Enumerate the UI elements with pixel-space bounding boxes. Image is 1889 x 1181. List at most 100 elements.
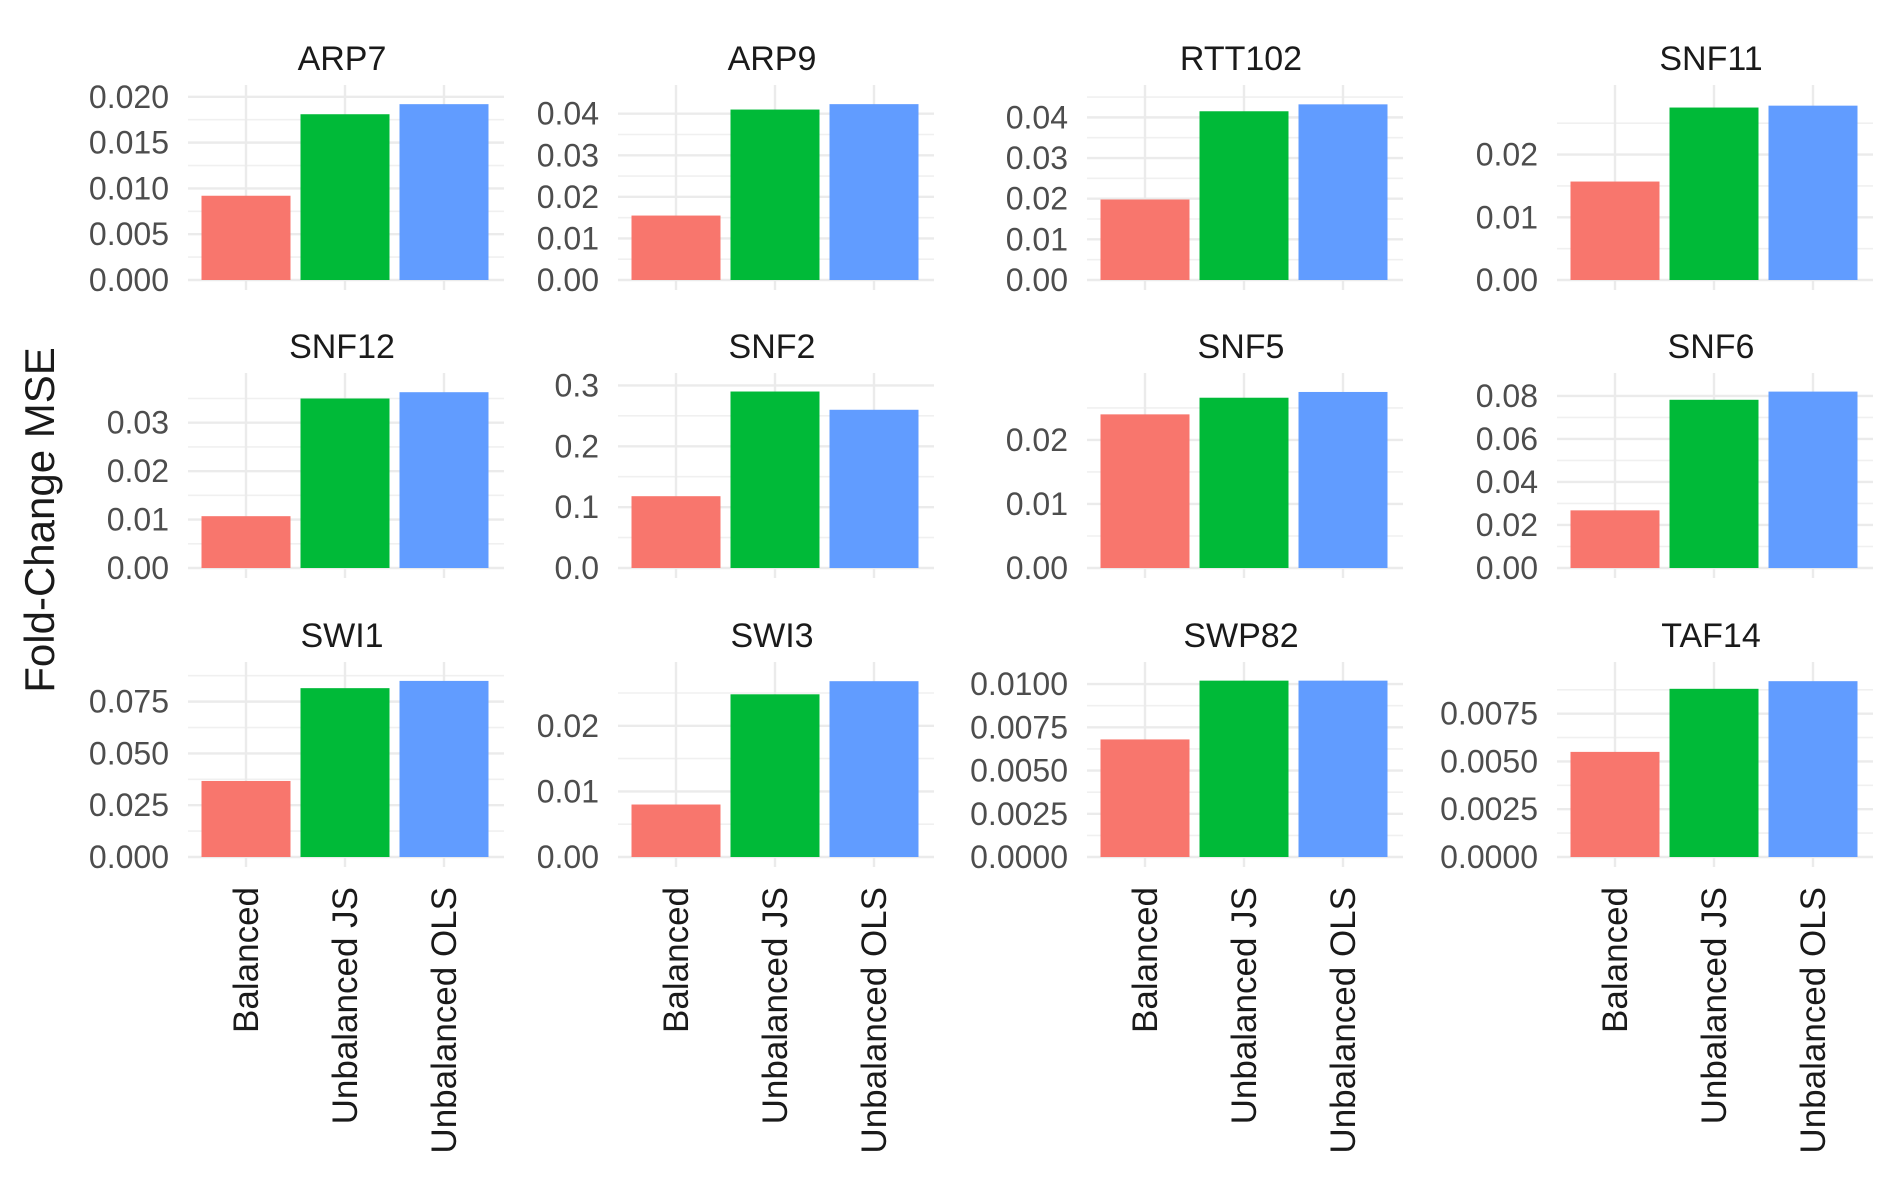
panel-title: SNF12 bbox=[289, 328, 395, 366]
y-tick-label: 0.0075 bbox=[1440, 696, 1538, 732]
y-tick-label: 0.01 bbox=[1006, 486, 1068, 522]
panel-taf14: 0.0000 0.0025 0.0050 0.0075 TAF14 bbox=[1440, 617, 1873, 875]
panel-title: TAF14 bbox=[1661, 617, 1761, 655]
panel-title: RTT102 bbox=[1180, 40, 1302, 78]
y-tick-label: 0.0025 bbox=[1440, 791, 1538, 827]
bar-unbalanced-js bbox=[300, 398, 390, 568]
x-tick-label-unbalanced-ols: Unbalanced OLS bbox=[425, 887, 464, 1154]
x-tick-label-balanced: Balanced bbox=[657, 887, 696, 1033]
panel-arp7: 0.000 0.005 0.010 0.015 0.020 ARP7 bbox=[89, 40, 504, 298]
bar-unbalanced-js bbox=[1199, 680, 1289, 857]
y-tick-label: 0.02 bbox=[537, 179, 599, 215]
x-tick-label-balanced: Balanced bbox=[1126, 887, 1165, 1033]
y-tick-label: 0.1 bbox=[555, 489, 599, 525]
y-tick-label: 0.08 bbox=[1476, 378, 1538, 414]
bar-balanced bbox=[631, 215, 721, 280]
y-tick-label: 0.02 bbox=[1006, 422, 1068, 458]
bar-unbalanced-ols bbox=[1768, 681, 1858, 857]
bar-unbalanced-ols bbox=[399, 680, 489, 857]
y-tick-label: 0.0050 bbox=[970, 753, 1068, 789]
y-tick-label: 0.0075 bbox=[970, 709, 1068, 745]
panel-swi3: 0.00 0.01 0.02 SWI3 bbox=[537, 617, 934, 875]
y-tick-label: 0.02 bbox=[1476, 137, 1538, 173]
y-tick-label: 0.00 bbox=[537, 839, 599, 875]
bar-balanced bbox=[1570, 181, 1660, 280]
y-tick-label: 0.01 bbox=[537, 220, 599, 256]
y-tick-label: 0.0025 bbox=[970, 796, 1068, 832]
y-tick-label: 0.04 bbox=[1476, 464, 1538, 500]
bar-unbalanced-ols bbox=[1768, 391, 1858, 568]
y-tick-label: 0.025 bbox=[89, 787, 169, 823]
panel-snf5: 0.00 0.01 0.02 SNF5 bbox=[1006, 328, 1403, 586]
panel-snf11: 0.00 0.01 0.02 SNF11 bbox=[1476, 40, 1873, 298]
y-tick-label: 0.00 bbox=[1476, 550, 1538, 586]
y-tick-label: 0.0050 bbox=[1440, 743, 1538, 779]
bar-unbalanced-js bbox=[300, 688, 390, 857]
panel-title: SWP82 bbox=[1183, 617, 1298, 655]
y-tick-label: 0.04 bbox=[1006, 99, 1068, 135]
x-tick-label-unbalanced-js: Unbalanced JS bbox=[326, 887, 365, 1124]
y-tick-label: 0.02 bbox=[107, 453, 169, 489]
y-tick-label: 0.0000 bbox=[1440, 839, 1538, 875]
panel-snf6: 0.00 0.02 0.04 0.06 0.08 SNF6 bbox=[1476, 328, 1873, 586]
y-tick-label: 0.010 bbox=[89, 170, 169, 206]
y-tick-label: 0.02 bbox=[1006, 181, 1068, 217]
y-tick-label: 0.00 bbox=[107, 550, 169, 586]
bar-unbalanced-ols bbox=[1768, 105, 1858, 281]
x-tick-label-unbalanced-ols: Unbalanced OLS bbox=[855, 887, 894, 1154]
y-tick-label: 0.005 bbox=[89, 216, 169, 252]
y-tick-label: 0.000 bbox=[89, 262, 169, 298]
bar-balanced bbox=[1100, 739, 1190, 857]
bar-balanced bbox=[1570, 510, 1660, 568]
y-tick-label: 0.00 bbox=[1006, 262, 1068, 298]
bar-unbalanced-ols bbox=[399, 392, 489, 568]
y-tick-label: 0.2 bbox=[555, 428, 599, 464]
bar-unbalanced-js bbox=[730, 109, 820, 280]
y-tick-label: 0.01 bbox=[107, 502, 169, 538]
bar-balanced bbox=[631, 496, 721, 568]
y-tick-label: 0.3 bbox=[555, 367, 599, 403]
x-tick-label-unbalanced-js: Unbalanced JS bbox=[1695, 887, 1734, 1124]
y-axis-title: Fold-Change MSE bbox=[16, 347, 63, 693]
bar-unbalanced-js bbox=[1199, 111, 1289, 280]
x-tick-label-unbalanced-ols: Unbalanced OLS bbox=[1324, 887, 1363, 1154]
panel-title: SNF11 bbox=[1659, 40, 1762, 78]
y-tick-label: 0.00 bbox=[537, 262, 599, 298]
bar-unbalanced-ols bbox=[1298, 391, 1388, 568]
panel-title: ARP7 bbox=[298, 40, 387, 78]
y-tick-label: 0.050 bbox=[89, 735, 169, 771]
y-tick-label: 0.0100 bbox=[970, 666, 1068, 702]
panel-swp82: 0.0000 0.0025 0.0050 0.0075 0.0100 SWP82 bbox=[970, 617, 1403, 875]
y-tick-label: 0.01 bbox=[1006, 221, 1068, 257]
bar-unbalanced-js bbox=[730, 391, 820, 568]
y-tick-label: 0.03 bbox=[107, 405, 169, 441]
y-tick-label: 0.03 bbox=[537, 137, 599, 173]
facet-panels: 0.0000.0050.0100.0150.020ARP70.000.010.0… bbox=[89, 40, 1873, 875]
panel-arp9: 0.00 0.01 0.02 0.03 0.04 ARP9 bbox=[537, 40, 934, 298]
bar-unbalanced-js bbox=[730, 694, 820, 857]
y-tick-label: 0.020 bbox=[89, 79, 169, 115]
x-tick-label-unbalanced-js: Unbalanced JS bbox=[756, 887, 795, 1124]
bar-balanced bbox=[1100, 199, 1190, 280]
bar-unbalanced-ols bbox=[829, 409, 919, 568]
x-tick-label-unbalanced-js: Unbalanced JS bbox=[1225, 887, 1264, 1124]
y-tick-label: 0.06 bbox=[1476, 421, 1538, 457]
y-tick-label: 0.0 bbox=[555, 550, 599, 586]
y-tick-label: 0.01 bbox=[1476, 199, 1538, 235]
bar-unbalanced-js bbox=[300, 114, 390, 281]
bar-balanced bbox=[1100, 414, 1190, 568]
bar-balanced bbox=[201, 516, 291, 568]
panel-snf2: 0.0 0.1 0.2 0.3 SNF2 bbox=[555, 328, 934, 586]
bar-unbalanced-js bbox=[1199, 397, 1289, 568]
y-tick-label: 0.02 bbox=[537, 708, 599, 744]
x-axis-category-labels: Balanced Unbalanced JS Unbalanced OLS Balan… bbox=[227, 887, 1833, 1154]
y-tick-label: 0.04 bbox=[537, 96, 599, 132]
bar-unbalanced-js bbox=[1669, 399, 1759, 568]
x-tick-label-unbalanced-ols: Unbalanced OLS bbox=[1794, 887, 1833, 1154]
panel-title: SNF6 bbox=[1668, 328, 1755, 366]
y-tick-label: 0.0000 bbox=[970, 839, 1068, 875]
x-tick-label-balanced: Balanced bbox=[1596, 887, 1635, 1033]
bar-unbalanced-ols bbox=[829, 104, 919, 281]
y-tick-label: 0.03 bbox=[1006, 140, 1068, 176]
